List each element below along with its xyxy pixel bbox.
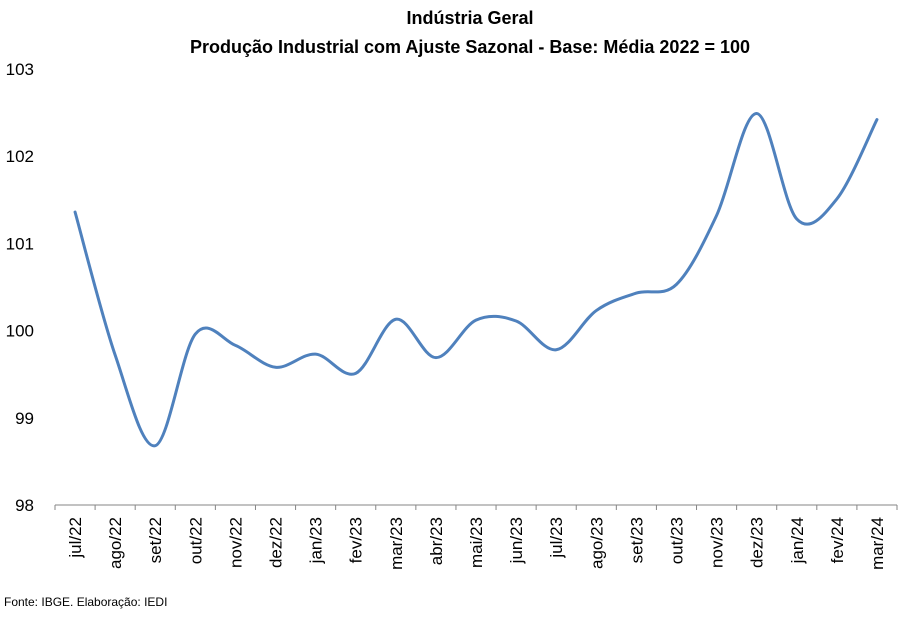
x-tick-label: jan/24 xyxy=(788,517,807,564)
x-tick-label: set/22 xyxy=(146,517,165,563)
x-tick-label: mai/23 xyxy=(467,517,486,568)
chart-subtitle: Produção Industrial com Ajuste Sazonal -… xyxy=(190,37,750,57)
y-tick-label: 103 xyxy=(6,60,34,79)
x-tick-label: ago/22 xyxy=(106,517,125,569)
data-point xyxy=(555,348,558,351)
data-point xyxy=(394,318,397,321)
x-tick-label: mar/23 xyxy=(387,517,406,570)
data-point xyxy=(875,118,878,121)
data-point xyxy=(354,372,357,375)
x-tick-label: mar/24 xyxy=(868,517,887,570)
x-tick-label: ago/23 xyxy=(587,517,606,569)
source-note: Fonte: IBGE. Elaboração: IEDI xyxy=(4,595,167,609)
x-tick-label: nov/23 xyxy=(708,517,727,568)
data-point xyxy=(154,444,157,447)
data-point xyxy=(434,356,437,359)
data-point xyxy=(475,319,478,322)
y-tick-label: 99 xyxy=(15,409,34,428)
x-tick-label: out/22 xyxy=(186,517,205,564)
chart-title: Indústria Geral xyxy=(406,8,533,28)
x-tick-label: jul/22 xyxy=(66,517,85,559)
data-point xyxy=(835,197,838,200)
data-point xyxy=(755,112,758,115)
data-point xyxy=(274,366,277,369)
data-point xyxy=(74,211,77,214)
y-axis: 98 99 100 101 102 103 xyxy=(6,60,34,515)
data-point xyxy=(635,292,638,295)
y-tick-label: 100 xyxy=(6,322,34,341)
x-tick-label: nov/22 xyxy=(226,517,245,568)
x-tick-label: set/23 xyxy=(627,517,646,563)
series-layer xyxy=(73,111,879,448)
x-tick-label: jun/23 xyxy=(507,517,526,564)
x-tick-label: abr/23 xyxy=(427,517,446,565)
data-point xyxy=(675,283,678,286)
series-line xyxy=(73,111,879,448)
x-tick-label: jan/23 xyxy=(307,517,326,564)
data-point xyxy=(515,320,518,323)
x-axis: jul/22 ago/22 set/22 out/22 nov/22 dez/22 jan/… xyxy=(54,504,898,570)
y-tick-label: 102 xyxy=(6,147,34,166)
x-tick-label: dez/23 xyxy=(748,517,767,568)
data-point xyxy=(114,354,117,357)
data-point xyxy=(715,214,718,217)
y-tick-label: 98 xyxy=(15,496,34,515)
data-point xyxy=(795,217,798,220)
data-point xyxy=(234,344,237,347)
x-tick-label: out/23 xyxy=(667,517,686,564)
x-tick-label: dez/22 xyxy=(267,517,286,568)
data-point xyxy=(314,353,317,356)
x-tick-label: fev/24 xyxy=(828,517,847,563)
data-point xyxy=(194,333,197,336)
y-tick-label: 101 xyxy=(6,234,34,253)
x-tick-label: jul/23 xyxy=(547,517,566,559)
data-point xyxy=(595,309,598,312)
x-tick-label: fev/23 xyxy=(347,517,366,563)
